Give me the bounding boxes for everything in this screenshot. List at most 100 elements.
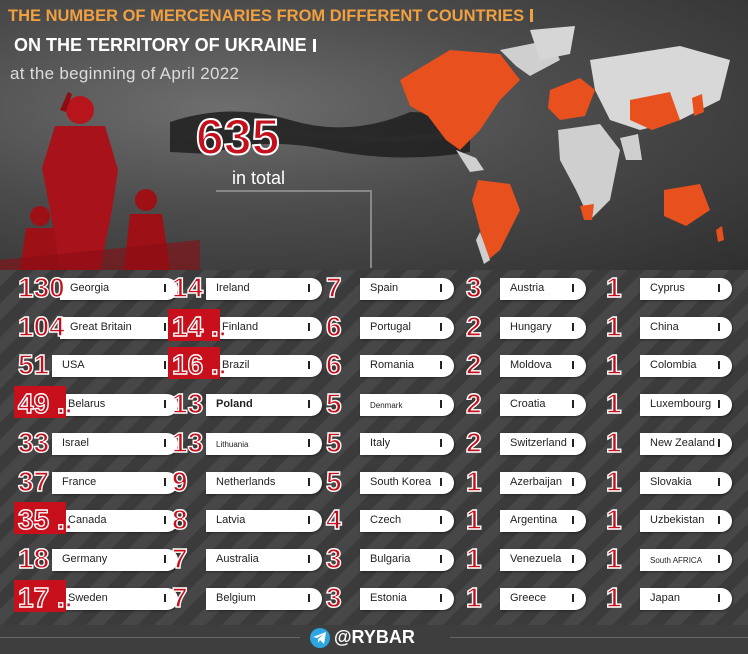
country-pill [640,510,732,533]
pill-marker [572,284,574,292]
pill-marker [440,593,442,602]
country-name: Georgia [70,282,110,294]
mercenary-count: 17 .. [17,581,73,613]
mercenary-count: 130 [17,271,65,303]
pill-marker [440,438,442,447]
country-name: Germany [62,552,108,565]
mercenary-count: 9 [171,465,188,497]
country-name: Argentina [510,514,558,527]
pill-marker [164,516,166,525]
country-pill [500,278,586,300]
mercenary-count: 8 [171,503,188,536]
list-item: 1 Argentina [465,503,586,536]
mercenary-count: 6 [325,310,342,342]
list-item: 1 South AFRICA [605,542,732,575]
telegram-icon [310,628,330,648]
list-item: 17 .. Sweden [14,579,178,613]
mercenary-count: 1 [605,503,622,536]
country-name: Romania [370,359,415,372]
country-pill [640,278,732,300]
pill-marker [572,554,574,563]
country-pill [360,510,454,533]
pill-marker [164,322,166,331]
mercenary-count: 18 [17,542,50,574]
pill-marker [308,361,310,370]
header-panel: THE NUMBER OF MERCENARIES FROM DIFFERENT… [0,0,748,270]
country-pill [52,355,178,378]
country-pill [206,432,322,455]
country-name: France [62,475,97,488]
mercenary-count: 1 [465,503,482,536]
pill-marker [718,322,720,331]
country-pill [360,278,454,300]
country-pill [58,394,178,417]
list-item: 14 Ireland [171,271,322,304]
mercenary-count: 1 [605,387,622,420]
country-pill [500,432,586,455]
country-name: Denmark [370,401,403,411]
list-item: 2 Hungary [465,310,586,342]
mercenary-count: 51 [17,349,50,381]
channel-handle: @RYBAR [334,627,415,647]
pill-marker [572,400,574,409]
country-pill [500,471,586,494]
country-pill [500,548,586,571]
country-pill [360,471,454,494]
total-label: in total [232,168,286,188]
country-pill [500,355,586,378]
title-line-1: THE NUMBER OF MERCENARIES FROM DIFFERENT… [8,7,534,26]
country-pill [640,548,732,571]
list-item: 2 Moldova [465,349,586,381]
footer: @RYBAR [0,625,748,654]
list-item: 4 Czech [325,503,454,536]
pill-marker [308,516,310,525]
world-map-icon [400,26,730,264]
list-item: 18 Germany [17,542,178,575]
pill-marker [718,554,720,563]
mercenary-count: 1 [465,542,482,574]
country-pill [360,355,454,378]
country-name: China [650,320,679,333]
mercenary-count: 2 [465,387,482,420]
pill-marker [164,554,166,563]
list-item: 8 Latvia [171,503,322,536]
pill-marker [572,361,574,370]
list-item: 1 Cyprus [605,271,732,304]
list-item: 1 Uzbekistan [605,503,732,536]
country-pill [52,432,178,455]
brush-stroke-decoration [170,111,470,158]
country-pill [60,278,178,300]
country-pill [60,316,178,339]
list-item: 7 Australia [171,542,322,575]
divider-line-vertical [370,190,372,268]
country-name: Lithuania [216,439,249,449]
pill-marker [718,284,720,292]
mercenary-count: 7 [171,542,188,574]
pill-marker [572,516,574,525]
country-name: Latvia [216,514,246,527]
country-pill [640,471,732,494]
list-item: 49 .. Belarus [14,386,178,420]
list-item: 35 .. Canada [14,502,178,536]
mercenary-count: 1 [465,465,482,497]
pill-marker [440,554,442,563]
list-item: 14 .. Finland [168,308,322,342]
mercenary-count: 1 [605,349,622,381]
pill-marker [718,438,720,447]
country-name: Czech [370,514,402,527]
country-pill [500,587,586,610]
country-pill [360,548,454,571]
country-name: Poland [216,398,253,411]
country-pill [206,548,322,571]
mercenary-count: 7 [171,581,188,613]
mercenary-count: 3 [325,542,342,574]
mercenary-count: 5 [325,387,342,420]
country-name: South Korea [370,475,432,488]
country-pill [52,548,178,571]
pill-marker [440,400,442,409]
country-name: Japan [650,591,680,604]
pill-marker [718,400,720,409]
list-item: 3 Bulgaria [325,542,454,575]
list-item: 1 Azerbaijan [465,465,586,497]
pill-marker [718,593,720,602]
